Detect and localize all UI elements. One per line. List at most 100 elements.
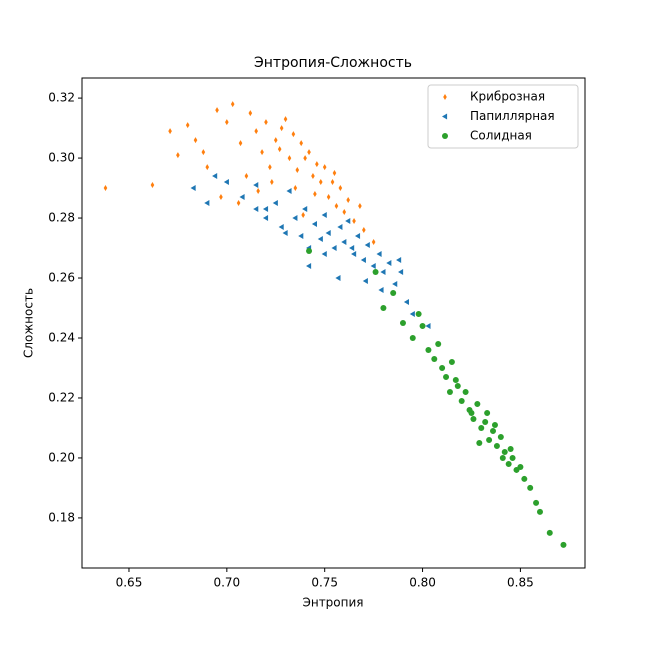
point [295, 167, 300, 174]
point [215, 107, 219, 114]
point [349, 245, 355, 252]
point [256, 188, 260, 195]
point [293, 185, 298, 192]
point [419, 322, 426, 329]
point [380, 305, 387, 312]
point [409, 334, 416, 341]
point [482, 418, 489, 425]
point [345, 218, 351, 225]
x-tick-label: 0.70 [213, 576, 240, 590]
point [372, 269, 379, 276]
point [392, 281, 398, 288]
point [331, 245, 337, 252]
point [443, 373, 450, 380]
point [262, 215, 269, 222]
y-axis-label: Сложность [22, 288, 36, 358]
point [279, 125, 284, 132]
point [493, 442, 500, 449]
point [301, 212, 305, 219]
y-tick-label: 0.24 [48, 330, 75, 344]
point [452, 376, 459, 383]
point [560, 541, 567, 548]
point [409, 311, 415, 318]
point [313, 191, 317, 198]
legend-label: Папиллярная [470, 109, 555, 123]
point [338, 185, 343, 192]
legend-marker [442, 133, 448, 139]
point [273, 137, 278, 144]
point [282, 230, 288, 237]
point [536, 508, 543, 515]
point [398, 269, 404, 276]
point [205, 164, 210, 171]
point [306, 263, 312, 270]
point [204, 200, 210, 207]
point [253, 206, 259, 213]
point [311, 221, 318, 228]
point [176, 152, 180, 159]
point [546, 529, 553, 536]
y-tick-label: 0.20 [48, 450, 75, 464]
point [491, 421, 498, 428]
point [370, 263, 376, 270]
point [262, 206, 269, 213]
point [332, 170, 337, 177]
point [230, 101, 235, 108]
point [283, 116, 288, 123]
point [254, 128, 258, 135]
point [325, 230, 331, 237]
point [330, 179, 335, 186]
point [454, 382, 461, 389]
point [364, 242, 370, 249]
point [193, 137, 198, 144]
point [386, 260, 392, 267]
point [458, 397, 465, 404]
point [244, 173, 249, 180]
legend-box [427, 84, 579, 149]
point [299, 140, 304, 147]
point [476, 439, 483, 446]
point [358, 203, 362, 210]
point [335, 275, 341, 282]
point [337, 224, 343, 231]
point [272, 200, 278, 207]
point [306, 248, 313, 255]
point [212, 173, 218, 180]
y-tick-label: 0.28 [48, 211, 75, 225]
point [486, 436, 493, 443]
y-tick-label: 0.30 [48, 151, 75, 165]
point [396, 257, 402, 264]
point [390, 290, 397, 297]
point [448, 358, 455, 365]
point [346, 197, 350, 204]
legend-label: Солидная [470, 129, 532, 143]
point [470, 415, 477, 422]
point [435, 340, 442, 347]
point [286, 188, 292, 195]
point [302, 206, 308, 213]
y-tick-label: 0.26 [48, 271, 75, 285]
point [505, 460, 512, 467]
x-tick-label: 0.80 [409, 576, 436, 590]
point [341, 239, 347, 246]
point [499, 454, 506, 461]
point [225, 119, 229, 126]
point [311, 173, 315, 180]
point [239, 194, 245, 201]
point [268, 164, 272, 171]
point [376, 251, 382, 258]
point [326, 194, 331, 201]
point [334, 203, 339, 210]
point [362, 278, 368, 285]
point [378, 287, 384, 294]
point [321, 251, 327, 258]
y-tick-label: 0.18 [48, 510, 75, 524]
plot-frame [81, 77, 586, 569]
y-tick-label: 0.22 [48, 390, 75, 404]
point [318, 179, 323, 186]
point [415, 311, 422, 318]
point [431, 355, 438, 362]
point [501, 448, 508, 455]
point [533, 499, 540, 506]
